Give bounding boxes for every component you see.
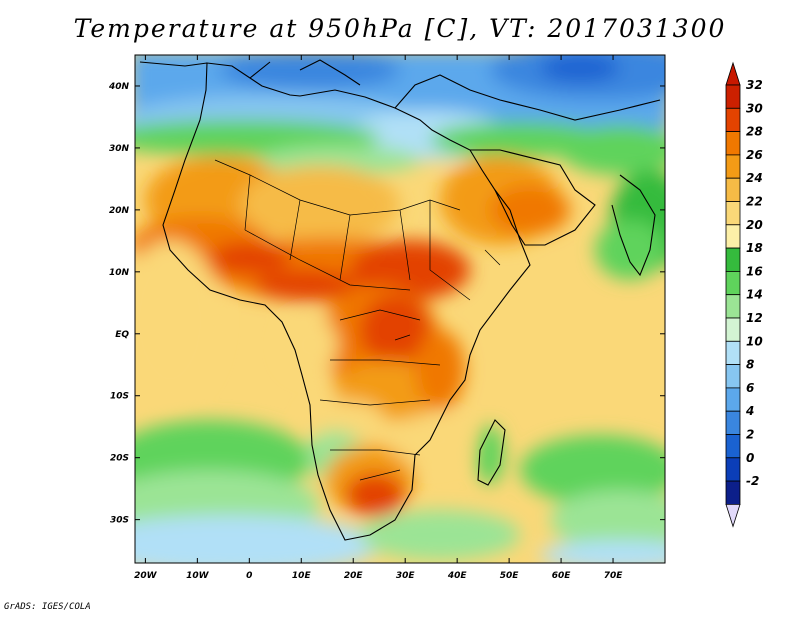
x-tick-label: 40E xyxy=(447,571,468,581)
colorbar-swatch xyxy=(725,294,741,319)
y-tick-label: 40N xyxy=(108,82,130,92)
colorbar-swatch xyxy=(725,270,741,296)
colorbar-swatch xyxy=(725,387,741,412)
colorbar-swatch xyxy=(725,154,741,179)
colorbar-label: 12 xyxy=(746,311,763,325)
colorbar-label: 18 xyxy=(746,241,763,255)
x-axis-ticks: 20W 10W 0 10E 20E 30E 40E 50E 60E 70E xyxy=(134,55,623,581)
colorbar-swatch xyxy=(725,480,741,505)
x-tick-label: 20E xyxy=(344,571,364,581)
coastlines xyxy=(139,59,661,541)
plot-frame xyxy=(134,54,666,564)
india-coastline xyxy=(611,174,656,277)
colorbar-swatch xyxy=(725,201,741,226)
arabia-coastline xyxy=(470,149,596,246)
colorbar-swatch xyxy=(725,107,741,133)
field-blobs xyxy=(135,55,665,563)
europe-coastline xyxy=(139,59,661,121)
colorbar-label: 32 xyxy=(746,78,763,92)
colorbar-label: 2 xyxy=(746,428,754,442)
colorbar-swatch xyxy=(725,84,741,109)
y-tick-label: 10S xyxy=(110,392,129,402)
colorbar-label: 24 xyxy=(746,171,763,185)
y-tick-label: 20S xyxy=(110,454,129,464)
y-tick-label: EQ xyxy=(115,330,129,340)
africa-coastline xyxy=(162,62,531,541)
y-tick-label: 30N xyxy=(109,144,130,154)
footer-credit: GrADS: IGES/COLA xyxy=(4,602,91,612)
colorbar-swatch xyxy=(725,434,741,459)
colorbar-swatch xyxy=(725,317,741,342)
x-tick-label: 60E xyxy=(552,571,572,581)
colorbar-swatch xyxy=(725,457,741,482)
colorbar-label: 16 xyxy=(746,264,763,278)
x-tick-label: 70E xyxy=(604,571,624,581)
temperature-field xyxy=(135,55,665,563)
y-tick-label: 20N xyxy=(109,206,130,216)
x-tick-label: 0 xyxy=(246,571,252,581)
colorbar-bottom-arrow xyxy=(725,503,741,528)
colorbar-label: 14 xyxy=(746,288,763,302)
x-tick-label: 10E xyxy=(292,571,312,581)
colorbar-label: 0 xyxy=(746,451,754,465)
y-axis-ticks: 40N 30N 20N 10N EQ 10S 20S 30S xyxy=(108,82,665,526)
colorbar-label: 4 xyxy=(745,404,754,418)
y-tick-label: 30S xyxy=(110,516,129,526)
colorbar-label: 28 xyxy=(746,125,763,139)
colorbar-swatch xyxy=(725,131,741,156)
y-tick-label: 10N xyxy=(109,268,130,278)
map-title: Temperature at 950hPa [C], VT: 201703130… xyxy=(73,14,727,43)
colorbar-label: 6 xyxy=(746,381,754,395)
colorbar-label: 10 xyxy=(746,334,763,348)
colorbar-label: -2 xyxy=(746,474,759,488)
colorbar-swatch xyxy=(725,177,741,202)
x-tick-label: 50E xyxy=(500,571,520,581)
colorbar-swatch xyxy=(725,247,741,272)
colorbar-label: 22 xyxy=(746,195,763,209)
colorbar-label: 30 xyxy=(746,101,763,115)
country-borders xyxy=(214,159,501,481)
colorbar-swatch xyxy=(725,364,741,389)
colorbar-top-arrow xyxy=(725,61,741,86)
colorbar-swatch xyxy=(725,340,741,365)
colorbar-label: 8 xyxy=(746,358,754,372)
madagascar-coastline xyxy=(477,419,506,486)
x-tick-label: 30E xyxy=(396,571,416,581)
colorbar-label: 26 xyxy=(746,148,763,162)
x-tick-label: 10W xyxy=(186,571,210,581)
colorbar-label: 20 xyxy=(746,218,763,232)
x-tick-label: 20W xyxy=(134,571,158,581)
colorbar-swatch xyxy=(725,224,741,249)
colorbar-swatch xyxy=(725,410,741,435)
